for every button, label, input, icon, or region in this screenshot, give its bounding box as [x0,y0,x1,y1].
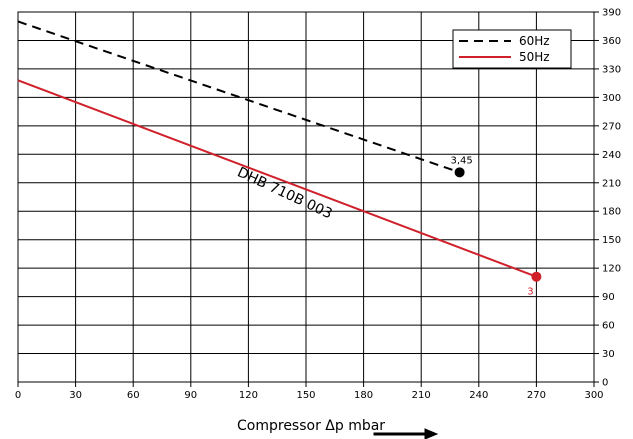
y-tick-label: 150 [602,235,621,246]
series-end-label: 3,45 [450,155,472,166]
y-tick-label: 0 [602,378,608,389]
y-tick-label: 300 [602,93,621,104]
legend-label: 60Hz [519,34,550,48]
x-tick-label: 270 [527,390,546,401]
y-tick-label: 90 [602,292,615,303]
legend: 60Hz 50Hz [452,29,572,69]
x-tick-label: 300 [584,390,603,401]
x-tick-label: 90 [184,390,197,401]
legend-box [452,29,572,69]
x-tick-label: 180 [354,390,373,401]
y-tick-label: 30 [602,349,615,360]
series-group: 3,45 3 [17,20,542,298]
legend-label: 50Hz [519,50,550,64]
series-end-label: 3 [527,287,533,298]
x-tick-label: 30 [69,390,82,401]
x-tick-label: 120 [239,390,258,401]
y-tick-label: 390 [602,8,621,19]
y-tick-label: 360 [602,36,621,47]
x-tick-label: 0 [15,390,21,401]
x-axis-label: Compressor Δp mbar [237,418,385,434]
x-axis-ticks: 0 30 60 90 120 150 180 210 240 270 300 [15,382,604,401]
y-tick-label: 270 [602,121,621,132]
series-line-60Hz [17,20,460,174]
x-tick-label: 210 [412,390,431,401]
curve-annotation: DHB 710B 003 [235,164,335,222]
x-tick-label: 240 [469,390,488,401]
y-axis-ticks: 0 30 60 90 120 150 180 210 240 270 300 330 360 390 [594,8,621,389]
x-tick-label: 60 [127,390,140,401]
series-endpoint [531,271,542,282]
x-tick-label: 150 [296,390,315,401]
y-tick-label: 180 [602,207,621,218]
y-tick-label: 330 [602,64,621,75]
y-tick-label: 120 [602,264,621,275]
x-axis-arrow-icon [373,428,439,439]
annotations: DHB 710B 003 [235,164,335,222]
y-tick-label: 60 [602,321,615,332]
y-tick-label: 210 [602,178,621,189]
series-line-50Hz [17,79,537,278]
series-endpoint [454,167,465,178]
y-tick-label: 240 [602,150,621,161]
